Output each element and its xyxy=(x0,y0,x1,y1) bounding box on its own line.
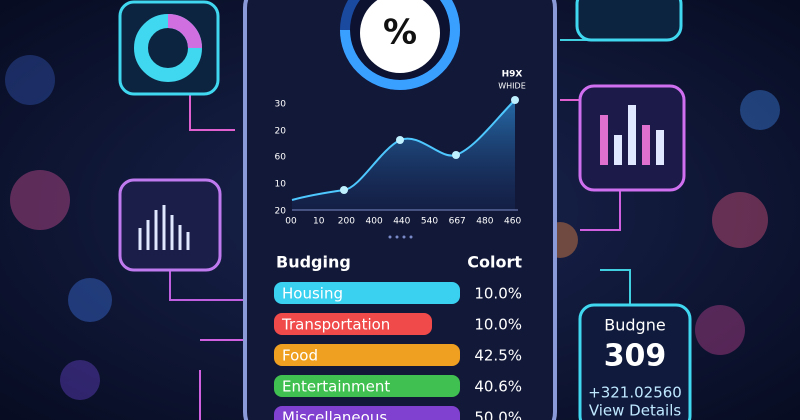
category-bar xyxy=(274,313,432,335)
donut-icon xyxy=(167,14,202,49)
y-label: 60 xyxy=(275,153,287,163)
category-value: 10.0% xyxy=(474,285,522,303)
card-change: +321.02560 xyxy=(588,384,682,402)
category-label: Miscellaneous xyxy=(282,409,387,420)
category-label: Housing xyxy=(282,285,343,303)
category-bar xyxy=(274,282,460,304)
category-bar xyxy=(274,375,460,397)
category-value: 40.6% xyxy=(474,378,522,396)
bars-icon xyxy=(138,205,190,250)
category-value: 42.5% xyxy=(474,347,522,365)
icon-card xyxy=(575,0,683,42)
y-label: 20 xyxy=(275,207,287,217)
legend-label: WHIDE xyxy=(498,82,526,91)
pager-dots xyxy=(388,235,413,239)
x-label: 667 xyxy=(449,217,466,227)
x-label: 10 xyxy=(313,217,325,227)
category-label: Transportation xyxy=(281,316,390,334)
card-title: Budgne xyxy=(604,316,665,335)
legend-label: H9X xyxy=(502,70,523,80)
x-label: 400 xyxy=(366,217,383,227)
bars-icon xyxy=(600,105,664,165)
summary-card xyxy=(578,303,692,420)
category-label: Food xyxy=(282,347,318,365)
axis-labels: 30 20 60 10 20 xyxy=(275,100,287,217)
gauge-arc xyxy=(340,0,460,90)
category-label: Entertainment xyxy=(282,378,390,396)
y-label: 10 xyxy=(275,180,287,190)
x-label: 460 xyxy=(504,217,521,227)
category-value: 10.0% xyxy=(474,316,522,334)
category-bar xyxy=(274,406,460,420)
x-labels: 00 10 200 400 440 540 667 480 460 xyxy=(285,217,521,227)
category-bar xyxy=(274,344,460,366)
table-header: Budging xyxy=(276,253,351,272)
y-label: 30 xyxy=(275,100,287,110)
gauge-label: % xyxy=(383,13,417,53)
x-label: 540 xyxy=(421,217,438,227)
icon-card xyxy=(118,178,222,272)
x-label: 200 xyxy=(338,217,355,227)
gauge-center xyxy=(360,0,440,73)
table-header: Colort xyxy=(467,253,522,272)
category-value: 50.0% xyxy=(474,409,522,420)
x-label: 440 xyxy=(393,217,410,227)
card-value: 309 xyxy=(604,339,667,374)
view-details-link[interactable]: View Details xyxy=(589,402,682,420)
x-label: 00 xyxy=(285,217,297,227)
chart-area xyxy=(292,100,515,210)
y-label: 20 xyxy=(275,127,287,137)
x-label: 480 xyxy=(476,217,493,227)
chart-dots xyxy=(340,96,519,194)
budget-rows: Housing 10.0% Transportation 10.0% Food 42.5%… xyxy=(274,282,522,420)
